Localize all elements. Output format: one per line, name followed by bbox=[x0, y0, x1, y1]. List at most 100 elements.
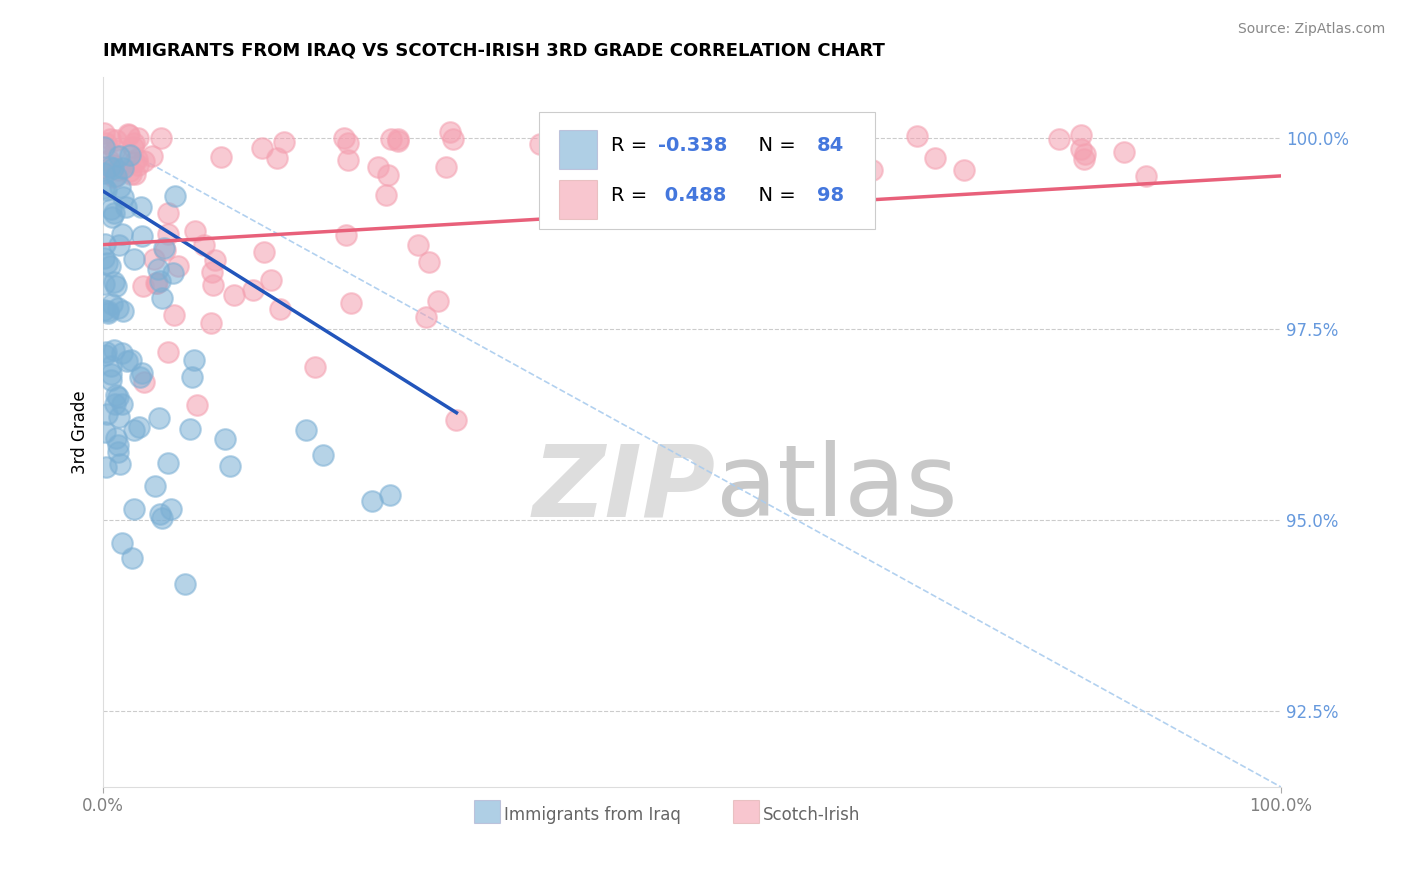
Point bbox=[122, 154, 145, 169]
Point bbox=[596, 147, 619, 161]
Point bbox=[201, 278, 224, 293]
Point bbox=[149, 131, 172, 145]
Point bbox=[100, 373, 122, 387]
Point bbox=[201, 265, 224, 279]
Point bbox=[550, 165, 572, 179]
Point bbox=[557, 157, 579, 171]
Point bbox=[529, 136, 551, 151]
Point bbox=[124, 423, 146, 437]
Point bbox=[111, 304, 134, 318]
Point bbox=[93, 181, 115, 195]
Point bbox=[93, 140, 115, 154]
Point bbox=[96, 256, 118, 270]
Point bbox=[122, 502, 145, 516]
Point bbox=[209, 150, 232, 164]
Point bbox=[100, 359, 122, 373]
Point bbox=[336, 136, 359, 150]
Point bbox=[367, 160, 389, 174]
Point bbox=[107, 301, 129, 316]
Point bbox=[219, 458, 242, 473]
Point bbox=[1074, 147, 1097, 161]
Point bbox=[101, 210, 124, 224]
Point bbox=[588, 149, 610, 163]
Point bbox=[131, 200, 153, 214]
Point bbox=[100, 367, 122, 381]
Point bbox=[118, 148, 141, 162]
Point bbox=[131, 278, 153, 293]
Point bbox=[860, 162, 883, 177]
Point bbox=[335, 228, 357, 243]
Point bbox=[107, 437, 129, 451]
Point bbox=[179, 422, 201, 436]
Point bbox=[165, 189, 187, 203]
Point bbox=[127, 158, 149, 172]
Point bbox=[131, 229, 153, 244]
Point bbox=[905, 129, 928, 144]
Point bbox=[127, 131, 149, 145]
Point bbox=[125, 153, 148, 167]
Point bbox=[103, 205, 125, 219]
Point bbox=[111, 535, 134, 549]
Point bbox=[214, 432, 236, 446]
Bar bbox=[474, 800, 501, 822]
Point bbox=[108, 457, 131, 471]
Point bbox=[149, 508, 172, 522]
Point bbox=[153, 241, 176, 255]
Point bbox=[94, 344, 117, 359]
Point bbox=[377, 168, 399, 182]
Point bbox=[841, 164, 863, 178]
Point bbox=[100, 259, 122, 273]
Point bbox=[103, 343, 125, 357]
Point bbox=[186, 398, 208, 412]
Point bbox=[796, 134, 818, 148]
Point bbox=[142, 252, 165, 266]
Point bbox=[375, 187, 398, 202]
Point bbox=[174, 576, 197, 591]
Text: N =: N = bbox=[747, 186, 803, 205]
Point bbox=[120, 164, 142, 178]
Point bbox=[439, 125, 461, 139]
Point bbox=[108, 409, 131, 424]
Point bbox=[104, 397, 127, 411]
Point bbox=[193, 238, 215, 252]
Point bbox=[222, 288, 245, 302]
Point bbox=[104, 279, 127, 293]
Point bbox=[97, 306, 120, 320]
Point bbox=[770, 150, 793, 164]
Text: atlas: atlas bbox=[716, 440, 957, 537]
Point bbox=[104, 431, 127, 445]
Point bbox=[406, 237, 429, 252]
Point bbox=[162, 266, 184, 280]
Point bbox=[155, 244, 177, 258]
Point bbox=[110, 180, 132, 194]
Point bbox=[163, 308, 186, 322]
Point bbox=[122, 252, 145, 266]
Point bbox=[434, 160, 457, 174]
Point bbox=[101, 297, 124, 311]
Point bbox=[103, 169, 125, 184]
Text: IMMIGRANTS FROM IRAQ VS SCOTCH-IRISH 3RD GRADE CORRELATION CHART: IMMIGRANTS FROM IRAQ VS SCOTCH-IRISH 3RD… bbox=[103, 42, 884, 60]
Point bbox=[811, 145, 834, 160]
Point bbox=[252, 141, 274, 155]
Point bbox=[120, 167, 142, 181]
Point bbox=[141, 149, 163, 163]
Point bbox=[146, 276, 169, 290]
Point bbox=[103, 275, 125, 289]
Point bbox=[93, 303, 115, 318]
Point bbox=[118, 128, 141, 142]
Point bbox=[156, 456, 179, 470]
Point bbox=[93, 126, 115, 140]
Text: R =: R = bbox=[610, 136, 654, 155]
Point bbox=[360, 493, 382, 508]
Point bbox=[134, 375, 156, 389]
Point bbox=[129, 369, 152, 384]
Point bbox=[333, 131, 356, 145]
Point bbox=[148, 261, 170, 276]
Point bbox=[124, 136, 146, 150]
Point bbox=[426, 293, 449, 308]
Text: -0.338: -0.338 bbox=[658, 136, 727, 155]
Bar bbox=[560, 179, 596, 219]
Text: N =: N = bbox=[747, 136, 803, 155]
Point bbox=[340, 296, 363, 310]
Point bbox=[378, 487, 401, 501]
